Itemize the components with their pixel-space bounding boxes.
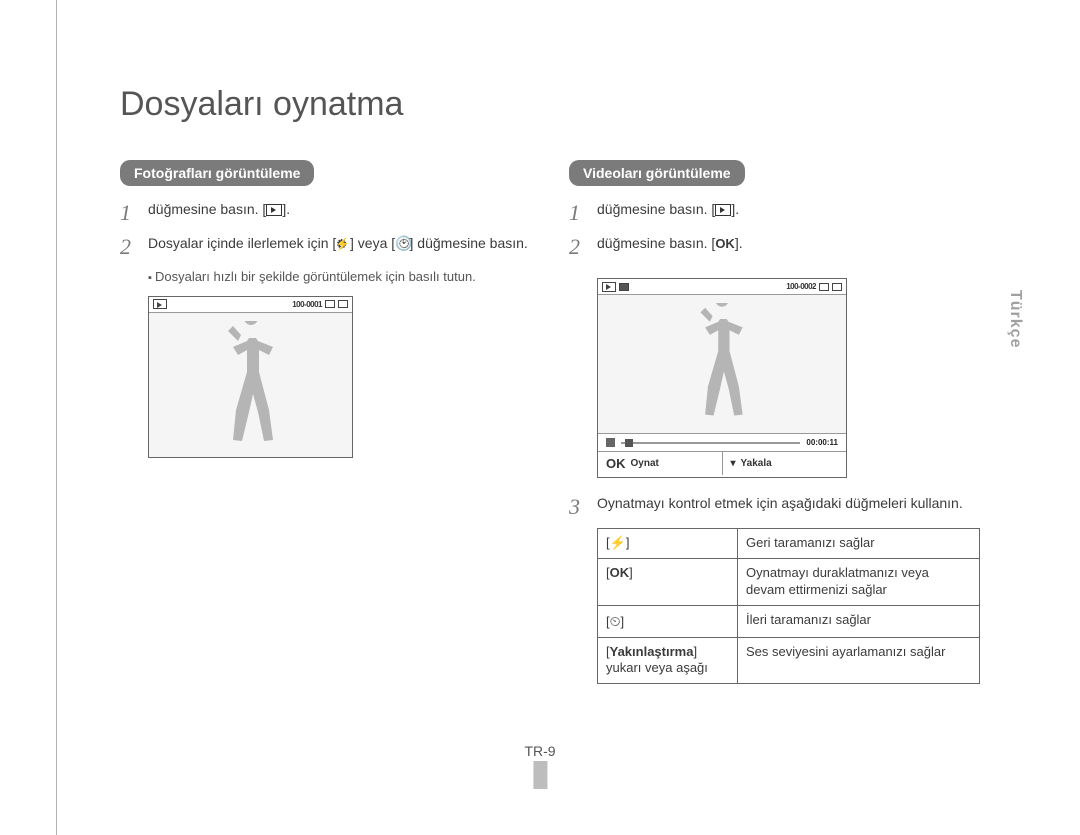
file-counter: 100-0002 [786, 282, 816, 291]
capture-label: Yakala [741, 458, 772, 469]
table-key: [OK] [598, 558, 738, 605]
left-step-2: 2 Dosyalar içinde ilerlemek için [⚙⚡] ve… [120, 234, 531, 260]
timer-icon: ⏲ [399, 236, 410, 250]
video-screen-preview: 100-0002 00:00:11 [597, 278, 847, 478]
battery-icon [832, 283, 842, 291]
memory-icon [325, 300, 335, 308]
ok-icon: OK [606, 456, 626, 471]
ok-icon: OK [610, 565, 630, 580]
language-side-tab: Türkçe [1006, 290, 1024, 348]
table-row: [OK] Oynatmayı duraklatmanızı veya devam… [598, 558, 980, 605]
right-steps: 1 düğmesine basın. []. 2 düğmesine basın… [569, 200, 980, 260]
step-text: düğmesine basın. [OK]. [597, 234, 980, 260]
step-text: düğmesine basın. []. [148, 200, 531, 226]
left-step-1: 1 düğmesine basın. []. [120, 200, 531, 226]
right-step-3: 3 Oynatmayı kontrol etmek için aşağıdaki… [569, 494, 980, 520]
play-mode-icon [153, 299, 167, 309]
person-silhouette [216, 321, 286, 449]
flash-icon: ⚡ [610, 535, 626, 550]
battery-icon [338, 300, 348, 308]
right-section-heading: Videoları görüntüleme [569, 160, 745, 186]
right-column: Videoları görüntüleme 1 düğmesine basın.… [569, 160, 980, 684]
step-text: düğmesine basın. []. [597, 200, 980, 226]
step-number: 2 [569, 234, 597, 260]
table-key: [Yakınlaştırma] yukarı veya aşağı [598, 637, 738, 684]
step-text: Oynatmayı kontrol etmek için aşağıdaki d… [597, 494, 980, 520]
screen-top-bar: 100-0002 [598, 279, 846, 295]
zoom-sub-label: yukarı veya aşağı [606, 660, 708, 675]
left-steps: 1 düğmesine basın. []. 2 Dosyalar içinde… [120, 200, 531, 260]
video-progress-bar: 00:00:11 [598, 433, 846, 451]
table-desc: Geri taramanızı sağlar [738, 529, 980, 559]
step-number: 2 [120, 234, 148, 260]
photo-screen-preview: 100-0001 [148, 296, 353, 458]
left-substep: Dosyaları hızlı bir şekilde görüntülemek… [148, 268, 531, 286]
video-capture: ▾ Yakala [722, 452, 847, 475]
memory-icon [819, 283, 829, 291]
controls-table: [⚡] Geri taramanızı sağlar [OK] Oynatmay… [597, 528, 980, 684]
table-desc: Oynatmayı duraklatmanızı veya devam etti… [738, 558, 980, 605]
two-column-layout: Fotoğrafları görüntüleme 1 düğmesine bas… [120, 160, 980, 684]
table-row: [Yakınlaştırma] yukarı veya aşağı Ses se… [598, 637, 980, 684]
play-icon [266, 204, 282, 216]
step-number: 1 [120, 200, 148, 226]
page-number-bar [533, 761, 547, 789]
play-label: Oynat [631, 458, 659, 469]
table-key: [⚡] [598, 529, 738, 559]
right-steps-cont: 3 Oynatmayı kontrol etmek için aşağıdaki… [569, 494, 980, 520]
step-number: 3 [569, 494, 597, 520]
left-section-heading: Fotoğrafları görüntüleme [120, 160, 314, 186]
screen-body [598, 295, 846, 433]
page-title: Dosyaları oynatma [120, 85, 980, 124]
left-column: Fotoğrafları görüntüleme 1 düğmesine bas… [120, 160, 531, 684]
ok-icon: OK [715, 237, 735, 250]
flash-icon: ⚡ [335, 238, 350, 250]
video-time: 00:00:11 [806, 438, 838, 447]
table-desc: İleri taramanızı sağlar [738, 605, 980, 637]
right-step-2: 2 düğmesine basın. [OK]. [569, 234, 980, 260]
play-mode-icon [602, 282, 616, 292]
zoom-label: Yakınlaştırma [610, 644, 694, 659]
screen-body [149, 313, 352, 457]
video-bottom-bar: OK Oynat ▾ Yakala [598, 451, 846, 475]
table-row: [⚡] Geri taramanızı sağlar [598, 529, 980, 559]
table-key: [⏲] [598, 605, 738, 637]
down-icon: ▾ [731, 458, 736, 469]
table-desc: Ses seviyesini ayarlamanızı sağlar [738, 637, 980, 684]
step-text: Dosyalar içinde ilerlemek için [⚙⚡] veya… [148, 234, 531, 260]
timer-icon: ⏲ [610, 613, 621, 629]
person-silhouette [687, 303, 757, 423]
step-number: 1 [569, 200, 597, 226]
right-step-1: 1 düğmesine basın. []. [569, 200, 980, 226]
stop-icon [606, 438, 615, 447]
page-number: TR-9 [524, 743, 555, 759]
file-counter: 100-0001 [292, 300, 322, 309]
progress-line [621, 442, 800, 444]
play-icon [715, 204, 731, 216]
video-ok-play: OK Oynat [598, 452, 722, 475]
video-icon [619, 283, 629, 291]
table-row: [⏲] İleri taramanızı sağlar [598, 605, 980, 637]
page-number-block: TR-9 [524, 743, 555, 789]
screen-top-bar: 100-0001 [149, 297, 352, 313]
page-container: Dosyaları oynatma Fotoğrafları görüntüle… [0, 0, 1080, 835]
